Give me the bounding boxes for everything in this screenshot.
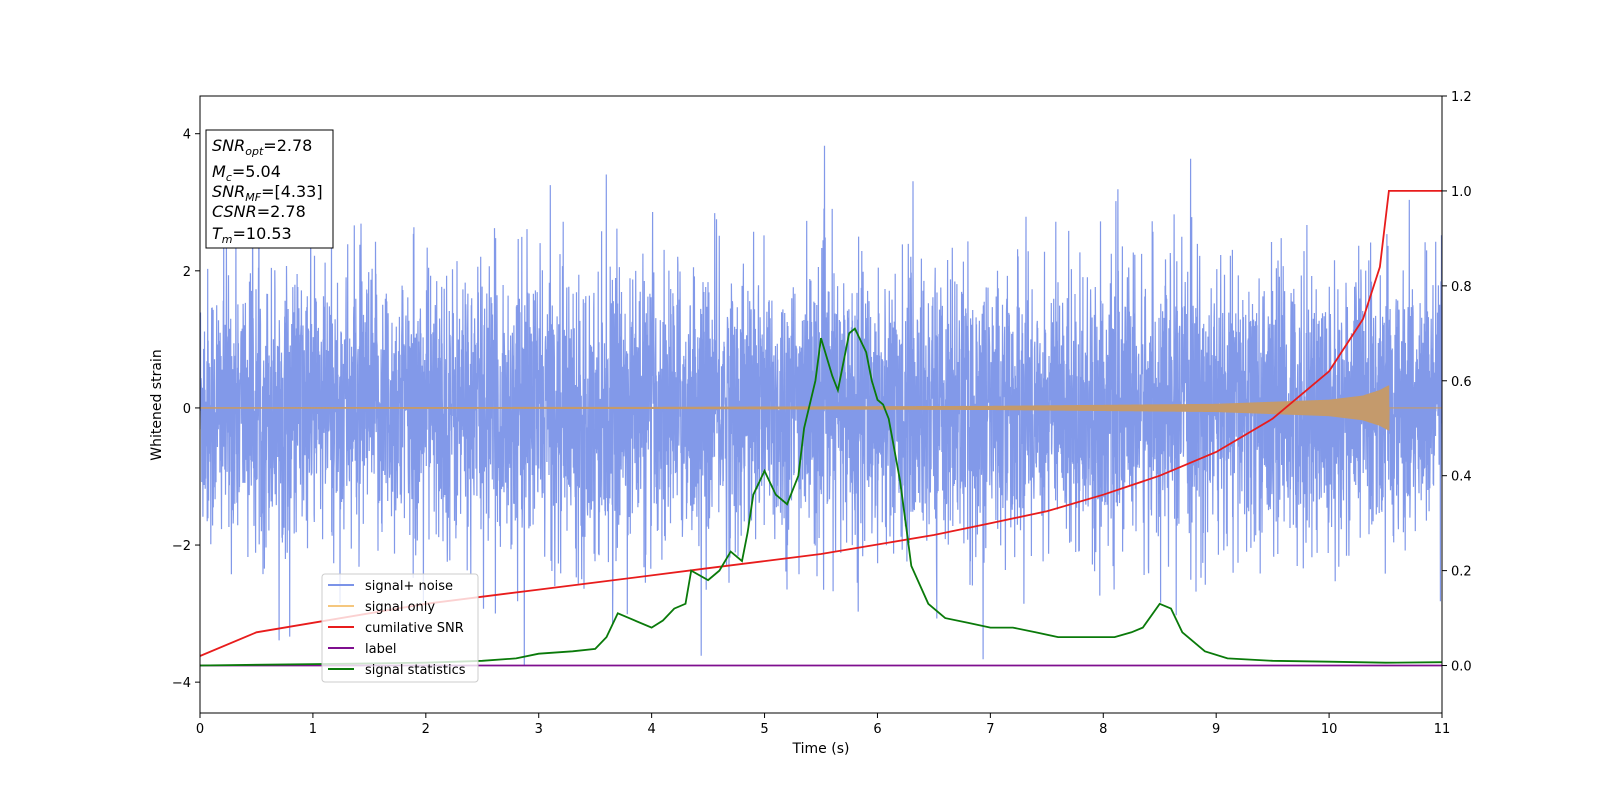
x-tick-label: 7	[986, 722, 994, 737]
y-tick-label: 2	[183, 265, 191, 280]
info-snr-mf-symbol: SNR	[212, 182, 245, 201]
y-tick-label: 4	[183, 128, 191, 143]
info-snr-opt-value: =2.78	[263, 136, 312, 155]
info-mc: Mc=5.04	[212, 162, 281, 184]
signal-plus-noise-line	[200, 145, 1442, 666]
y-axis-label: Whitened strain	[149, 349, 165, 460]
x-tick-label: 4	[647, 722, 655, 737]
info-box: SNRopt=2.78 Mc=5.04 SNRMF=[4.33] CSNR=2.…	[205, 129, 334, 249]
info-csnr-symbol: CSNR	[212, 202, 257, 221]
signal-plus-noise-series	[200, 145, 1442, 666]
info-tm: Tm=10.53	[212, 224, 292, 246]
x-tick-label: 1	[309, 722, 317, 737]
x-axis-ticks: 0 1 2 3 4 5 6 7 8 9 10 11	[196, 713, 1450, 737]
info-csnr-value: =2.78	[257, 202, 306, 221]
legend-frame	[321, 573, 479, 683]
info-snr-opt-subscript: opt	[245, 145, 264, 158]
axes-frame	[199, 95, 1443, 714]
x-tick-label: 9	[1212, 722, 1220, 737]
y-axis-ticks: −4 −2 0 2 4	[172, 128, 200, 691]
info-snr-mf: SNRMF=[4.33]	[212, 182, 323, 204]
y-tick-label: 0	[183, 402, 191, 417]
x-tick-label: 11	[1434, 722, 1451, 737]
x-axis-label: Time (s)	[792, 741, 850, 757]
secondary-y-axis-ticks: 0.0 0.2 0.4 0.6 0.8 1.0 1.2	[1442, 90, 1472, 675]
y2-tick-label: 1.2	[1451, 90, 1472, 105]
info-box-frame	[205, 129, 334, 249]
y-tick-label: −4	[172, 676, 191, 691]
x-tick-label: 8	[1099, 722, 1107, 737]
y2-tick-label: 0.2	[1451, 565, 1472, 580]
legend-label-signal-only: signal only	[365, 600, 435, 615]
info-csnr: CSNR=2.78	[212, 202, 306, 221]
info-mc-subscript: c	[226, 171, 232, 184]
info-tm-symbol: T	[212, 224, 223, 243]
signal-only-line	[200, 385, 1442, 431]
signal-statistics-line	[200, 327, 1442, 667]
legend-label-signal-statistics: signal statistics	[365, 663, 466, 678]
x-tick-label: 5	[760, 722, 768, 737]
y2-tick-label: 0.8	[1451, 280, 1472, 295]
legend: signal+ noise signal only cumilative SNR…	[321, 573, 479, 683]
info-tm-subscript: m	[222, 233, 233, 246]
info-snr-mf-value: =[4.33]	[261, 182, 323, 201]
info-mc-symbol: M	[212, 162, 226, 181]
legend-label-cumulative-snr: cumilative SNR	[365, 621, 464, 636]
info-snr-opt: SNRopt=2.78	[212, 136, 312, 158]
info-tm-value: =10.53	[233, 224, 292, 243]
y2-tick-label: 1.0	[1451, 185, 1472, 200]
info-snr-mf-subscript: MF	[245, 191, 261, 204]
y2-tick-label: 0.6	[1451, 375, 1472, 390]
info-mc-value: =5.04	[232, 162, 281, 181]
legend-label-signal-plus-noise: signal+ noise	[365, 579, 453, 594]
y-tick-label: −2	[172, 539, 191, 554]
x-tick-label: 3	[535, 722, 543, 737]
legend-label-label: label	[365, 642, 396, 657]
x-tick-label: 10	[1321, 722, 1338, 737]
x-tick-label: 6	[873, 722, 881, 737]
x-tick-label: 2	[422, 722, 430, 737]
info-snr-opt-symbol: SNR	[212, 136, 245, 155]
y2-tick-label: 0.0	[1451, 660, 1472, 675]
y2-tick-label: 0.4	[1451, 470, 1472, 485]
x-tick-label: 0	[196, 722, 204, 737]
signal-only-series	[200, 385, 1442, 431]
